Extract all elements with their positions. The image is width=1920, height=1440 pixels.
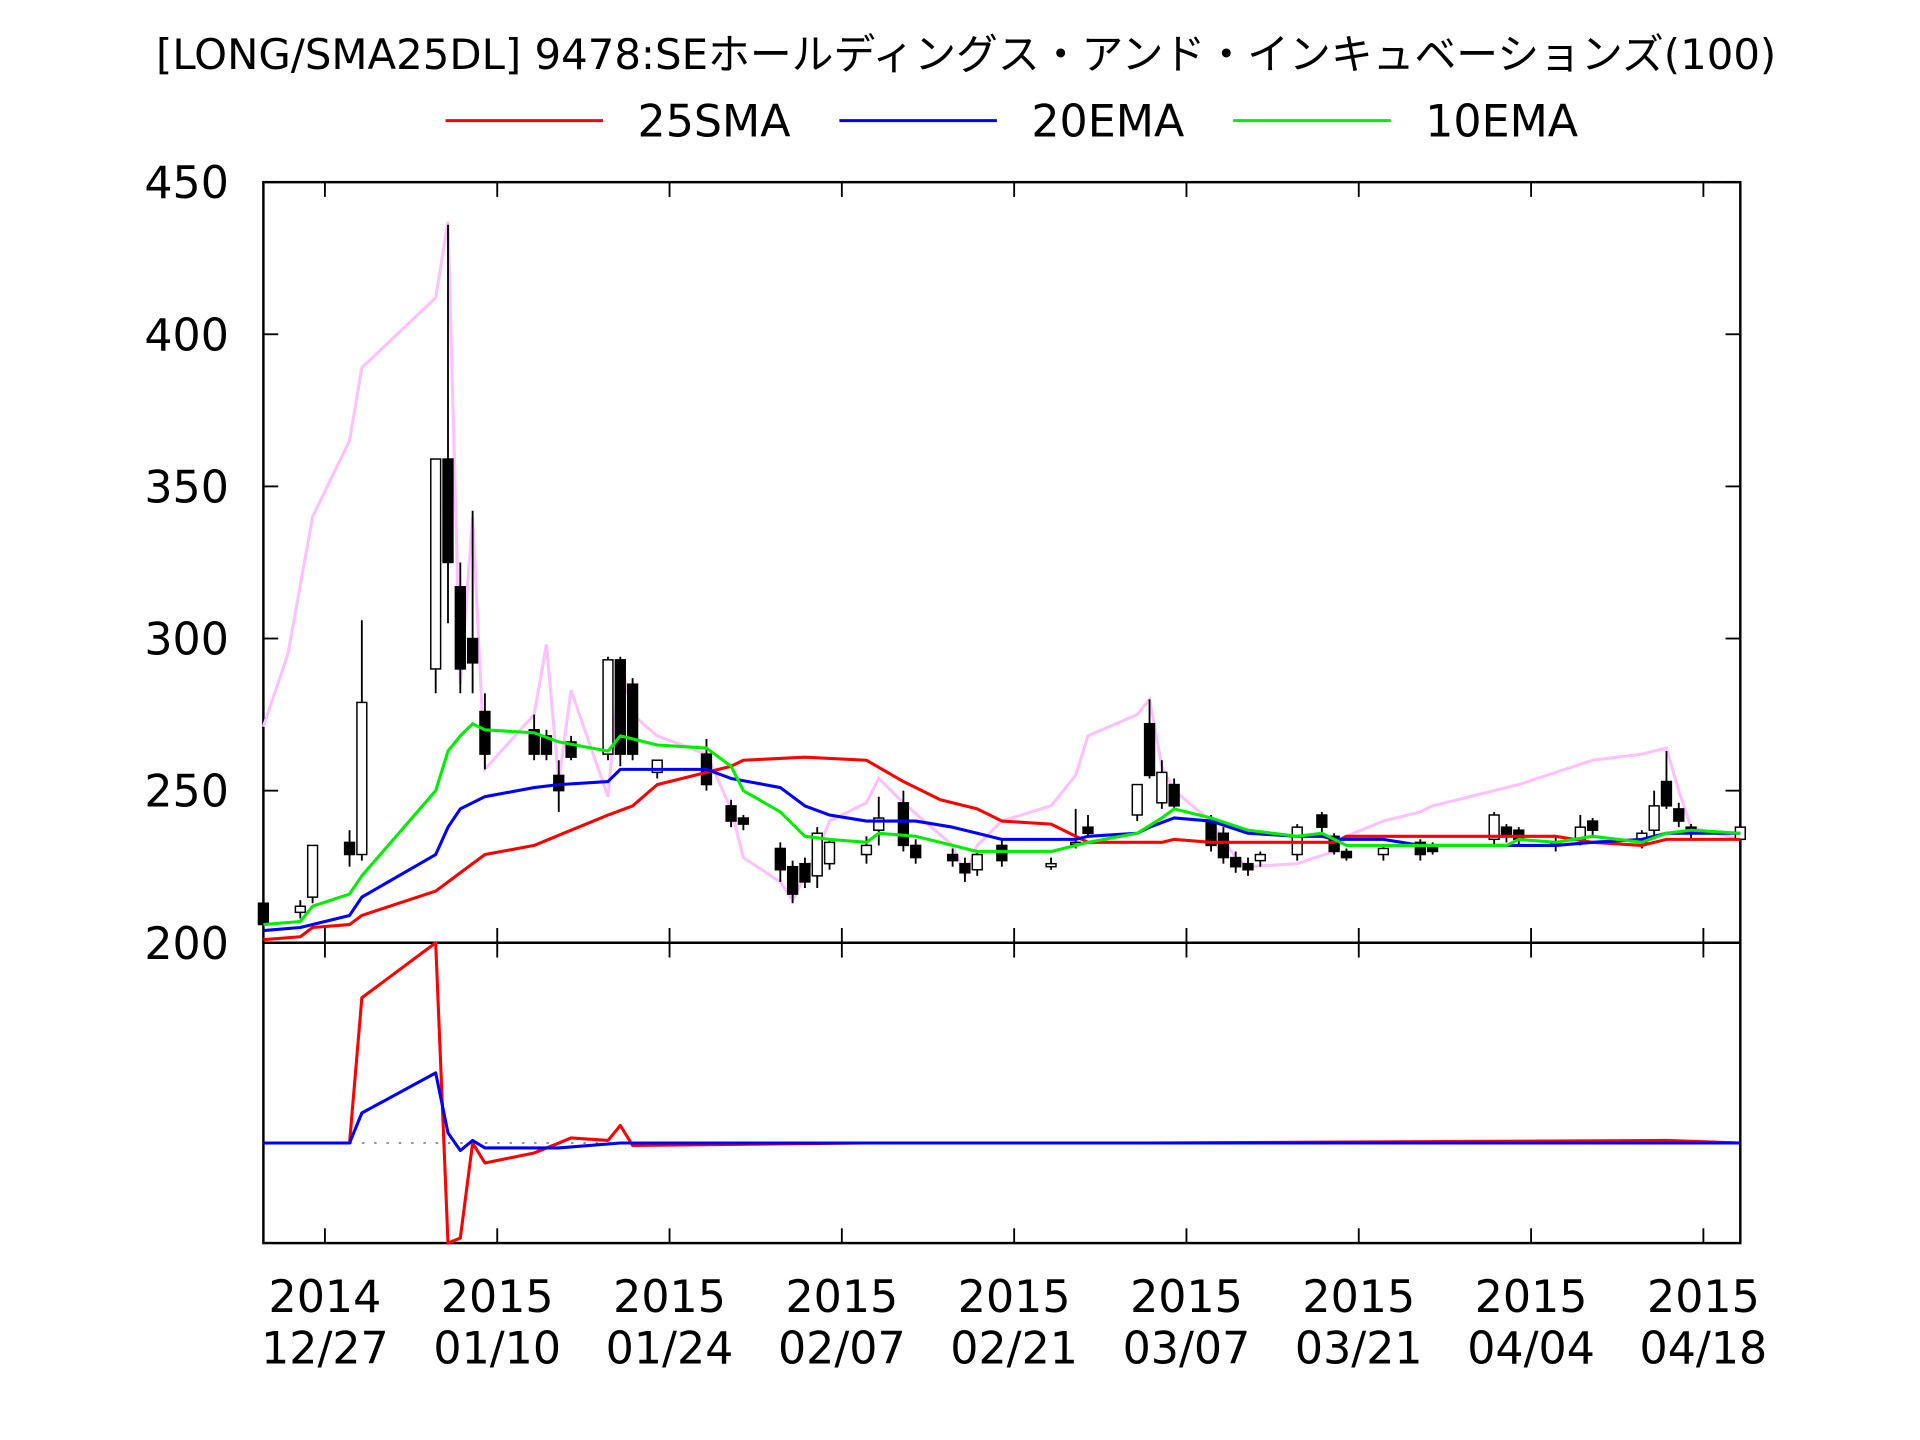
candle-body [774,847,786,871]
candle-body [1377,847,1390,856]
candle-body [356,701,368,856]
candle-body [343,841,356,856]
x-tick-label: 2015 02/07 [778,1272,906,1375]
candle-body [651,759,663,774]
candle-body [1143,722,1156,777]
candle-body [466,637,479,664]
y-tick-label: 400 [144,310,229,361]
x-tick-label: 2015 02/21 [950,1272,1078,1375]
y-tick-label: 250 [144,767,229,818]
candle-body [614,659,626,755]
legend-label: 25SMA [638,97,791,148]
candle-body [971,853,983,871]
x-tick-label: 2015 04/04 [1467,1272,1595,1375]
candle-body [626,683,639,755]
candle-body [528,729,540,755]
band-line [261,221,1741,904]
candle-body [479,710,491,755]
y-tick-label: 200 [144,919,229,970]
candle-body [946,853,959,862]
candle-body [873,817,885,831]
legend-label: 10EMA [1425,97,1578,148]
candle-body [430,458,442,670]
y-tick-label: 350 [144,462,229,513]
candle-body [1316,814,1328,828]
candle-body [910,844,922,859]
candle-body [1082,826,1094,834]
line-series [263,1071,1741,1153]
lower-plot-frame [262,941,1742,1245]
candle-body [1648,805,1660,831]
candle-body [860,844,873,856]
x-tick-label: 2015 01/10 [433,1272,561,1375]
candle-body [737,817,750,825]
candle-body [1586,820,1599,831]
candle-body [1156,771,1168,804]
candle-body [1168,783,1180,807]
candle-body [786,865,799,895]
line-series [263,941,1741,1245]
y-tick-label: 450 [144,158,229,209]
y-tick-label: 300 [144,615,229,666]
candle-body [1340,850,1353,859]
candle-body [799,862,811,883]
candle-body [454,586,466,670]
chart-title: [LONG/SMA25DL] 9478:SEホールディングス・アンド・インキュベ… [156,30,1776,79]
candle-body [1254,853,1266,862]
candle-body [996,844,1008,862]
candle-body [811,832,823,877]
line-series [263,767,1741,933]
candle-body [294,905,306,914]
candle-body [306,844,319,898]
candle-body [1328,835,1340,853]
candle-body [1131,783,1143,816]
x-tick-label: 2015 01/24 [606,1272,734,1375]
candle-body [565,741,577,758]
candle-body [1242,862,1254,871]
candle-body [1045,862,1057,868]
candle-body [257,902,270,926]
candle-body [1660,780,1673,807]
x-tick-label: 2014 12/27 [261,1272,389,1375]
candle-body [959,862,971,874]
candle-body [1414,841,1426,856]
candle-body [442,458,454,564]
candle-body [1230,856,1242,868]
x-tick-label: 2015 03/07 [1123,1272,1251,1375]
candle-body [1673,808,1685,822]
candle-body [1217,832,1230,859]
x-tick-label: 2015 04/18 [1640,1272,1768,1375]
candle-body [823,841,836,865]
candle-body [897,802,910,847]
candle-body [1488,814,1500,841]
candle-body [725,805,737,822]
line-series [263,722,1741,927]
legend-label: 20EMA [1031,97,1184,148]
candle-body [602,659,614,755]
x-tick-label: 2015 03/21 [1295,1272,1423,1375]
